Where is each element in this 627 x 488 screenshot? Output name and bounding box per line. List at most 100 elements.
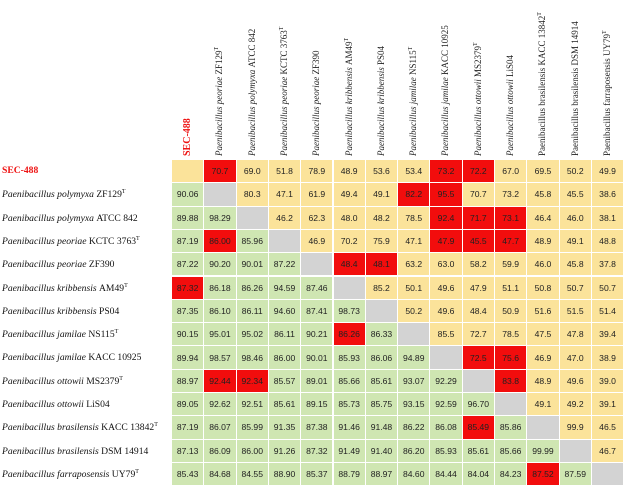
type-strain-mark: T xyxy=(135,468,139,475)
column-header: Paenibacillus peoriae KCTC 3763T xyxy=(279,27,289,156)
table-cell: 92.62 xyxy=(204,393,237,417)
row-header: Paenibacillus peoriae ZF390 xyxy=(2,259,114,270)
table-cell xyxy=(430,346,463,370)
table-cell: 90.01 xyxy=(236,253,269,277)
table-cell: 86.26 xyxy=(236,276,269,300)
table-cell: 49.6 xyxy=(430,276,463,300)
table-cell: 89.88 xyxy=(172,206,205,230)
table-cell: 87.46 xyxy=(301,276,334,300)
row-header-name: Paenibacillus ottowii xyxy=(2,375,87,387)
table-cell: 49.6 xyxy=(430,299,463,324)
row-header-name: Paenibacillus brasilensis xyxy=(2,445,102,457)
table-cell: 85.61 xyxy=(365,369,399,393)
row-header-name: Paenibacillus ottowii xyxy=(2,399,87,410)
column-header: Paenibacillus ottowii MS2379T xyxy=(473,42,483,156)
table-cell: 90.06 xyxy=(172,183,205,207)
table-cell: 86.10 xyxy=(204,299,237,324)
row-header-strain: KCTC 3763 xyxy=(88,236,137,248)
table-cell: 70.7 xyxy=(204,160,237,184)
table-cell: 46.2 xyxy=(268,206,302,230)
row-header-name: Paenibacillus kribbensis xyxy=(2,305,99,317)
table-cell: 48.2 xyxy=(365,206,399,230)
table-cell: 84.55 xyxy=(236,462,269,487)
row-header-strain: MS2379 xyxy=(86,375,120,387)
column-header-name: Paenibacillus jamilae xyxy=(408,75,419,156)
table-cell: 50.7 xyxy=(559,276,592,300)
table-cell: 93.07 xyxy=(398,369,431,393)
table-cell: 86.11 xyxy=(236,299,269,324)
table-cell xyxy=(398,323,431,347)
table-cell: 85.96 xyxy=(236,229,269,254)
table-cell: 88.79 xyxy=(333,462,366,487)
table-cell: 49.6 xyxy=(559,369,592,393)
table-cell: 89.01 xyxy=(301,369,334,393)
table-cell: 85.93 xyxy=(333,346,366,370)
table-cell: 80.3 xyxy=(236,183,269,207)
table-cell: 50.7 xyxy=(591,276,625,300)
type-strain-mark: T xyxy=(124,282,128,289)
table-cell: 86.07 xyxy=(204,416,237,440)
row-header-strain: PS04 xyxy=(99,305,120,317)
column-header-name: Paenibacillus peoriae xyxy=(214,74,225,156)
table-cell: 63.2 xyxy=(398,253,431,277)
table-cell: 93.15 xyxy=(398,393,431,417)
table-cell: 78.9 xyxy=(301,160,334,184)
table-cell: 85.93 xyxy=(430,439,463,463)
table-cell: 47.9 xyxy=(462,276,495,300)
table-cell: 85.66 xyxy=(333,369,366,393)
column-header-name: Paenibacillus brasilensis xyxy=(569,65,580,156)
table-cell: 94.59 xyxy=(268,276,302,300)
table-cell: 53.6 xyxy=(365,160,399,184)
row-header: Paenibacillus jamilae NS115T xyxy=(2,329,118,340)
table-cell: 84.44 xyxy=(430,462,463,487)
table-cell: 38.6 xyxy=(591,183,625,207)
table-cell: 46.7 xyxy=(591,439,625,463)
table-cell: 45.5 xyxy=(462,229,495,254)
table-cell: 73.2 xyxy=(430,160,463,184)
table-cell: 96.70 xyxy=(462,393,495,417)
column-header: Paenibacillus farraposensis UY79T xyxy=(602,30,612,156)
table-cell: 87.32 xyxy=(301,439,334,463)
table-cell: 87.52 xyxy=(527,462,560,487)
table-cell: 85.73 xyxy=(333,393,366,417)
table-cell: 85.66 xyxy=(495,439,528,463)
row-header: Paenibacillus peoriae KCTC 3763T xyxy=(2,236,140,247)
table-cell: 87.32 xyxy=(172,276,205,300)
table-cell: 47.9 xyxy=(430,229,463,254)
column-header-name: Paenibacillus ottowii xyxy=(472,77,483,156)
row-header: Paenibacillus polymyxa ATCC 842 xyxy=(2,213,138,224)
table-cell: 87.13 xyxy=(172,439,205,463)
table-cell: 87.19 xyxy=(172,229,205,254)
table-cell: 69.5 xyxy=(527,160,560,184)
table-cell: 69.0 xyxy=(236,160,269,184)
table-cell xyxy=(591,462,625,487)
column-header-name: Paenibacillus polymyxa xyxy=(246,67,257,156)
row-header-name: Paenibacillus polymyxa xyxy=(2,212,97,224)
column-header-name: Paenibacillus farraposensis xyxy=(601,56,612,156)
table-cell: 87.22 xyxy=(268,253,302,277)
table-cell: 71.7 xyxy=(462,206,495,230)
table-cell: 85.61 xyxy=(462,439,495,463)
type-strain-mark: T xyxy=(278,26,285,31)
table-cell: 87.41 xyxy=(301,299,334,324)
table-cell: 48.8 xyxy=(591,229,625,254)
table-cell: 86.20 xyxy=(398,439,431,463)
table-cell: 82.2 xyxy=(398,183,431,207)
table-cell: 91.26 xyxy=(268,439,302,463)
table-cell: 61.9 xyxy=(301,183,334,207)
table-cell: 49.2 xyxy=(559,393,592,417)
table-cell: 50.2 xyxy=(559,160,592,184)
type-strain-mark: T xyxy=(114,329,119,336)
row-header-sec: SEC-488 xyxy=(2,165,39,176)
table-cell: 86.18 xyxy=(204,276,237,300)
table-cell: 72.5 xyxy=(462,346,495,370)
table-cell: 92.34 xyxy=(236,369,269,393)
table-cell: 84.04 xyxy=(462,462,495,487)
table-cell: 86.00 xyxy=(204,229,237,254)
table-cell: 39.0 xyxy=(591,369,625,393)
row-header-name: Paenibacillus peoriae xyxy=(2,236,89,248)
table-cell xyxy=(527,416,560,440)
table-cell: 67.0 xyxy=(495,160,528,184)
table-cell: 90.01 xyxy=(301,346,334,370)
table-cell: 48.9 xyxy=(333,160,366,184)
